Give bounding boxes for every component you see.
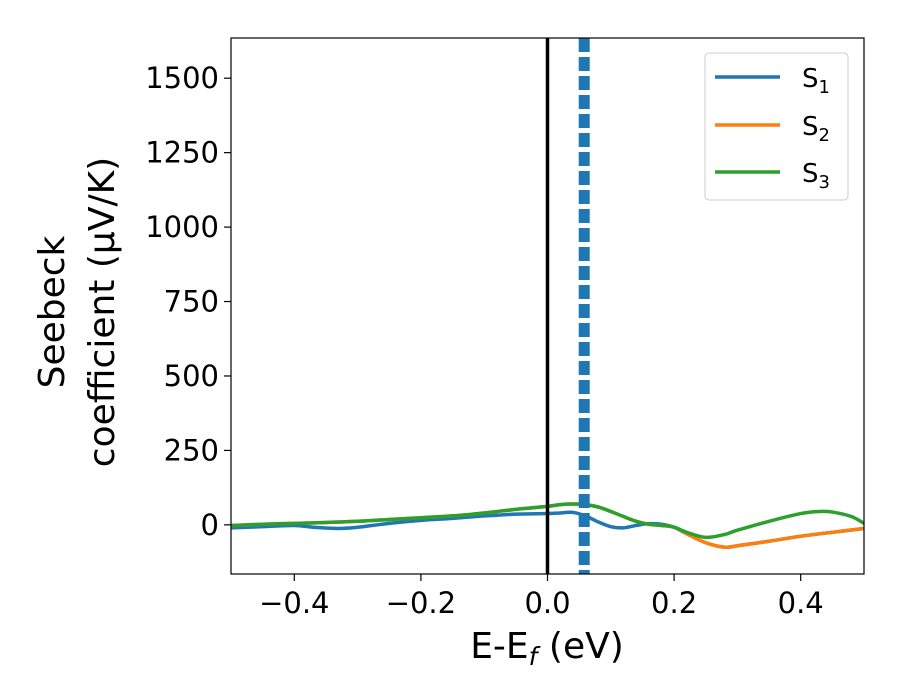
- x-tick-label: 0.4: [778, 586, 824, 620]
- x-tick-label: 0.2: [651, 586, 697, 620]
- y-tick-label: 1500: [145, 61, 219, 95]
- y-axis-label-line2: coefficient (μV/K): [82, 157, 123, 467]
- y-axis-label-line1: Seebeck: [32, 235, 73, 388]
- plot-area: [231, 38, 864, 574]
- y-tick-label: 750: [164, 285, 219, 319]
- x-tick-label: 0.0: [524, 586, 570, 620]
- y-tick-label: 250: [164, 433, 219, 467]
- legend-label-s2: S2: [802, 112, 830, 146]
- legend-label-s1: S1: [802, 64, 830, 98]
- y-tick-label: 1250: [145, 136, 219, 170]
- y-tick-label: 1000: [145, 210, 219, 244]
- x-axis-label: E-Ef (eV): [470, 626, 624, 671]
- x-axis: −0.4 −0.2 0.0 0.2 0.4: [259, 574, 824, 620]
- series-line-s3: [231, 502, 864, 540]
- y-tick-label: 500: [164, 359, 219, 393]
- legend: S1 S2 S3: [704, 52, 849, 201]
- y-axis: 0 250 500 750 1000 1250 1500: [145, 61, 231, 542]
- x-tick-label: −0.2: [386, 586, 456, 620]
- y-tick-label: 0: [201, 508, 219, 542]
- y-axis-label: Seebeck coefficient (μV/K): [32, 157, 123, 467]
- legend-label-s3: S3: [802, 159, 830, 193]
- x-tick-label: −0.4: [259, 586, 329, 620]
